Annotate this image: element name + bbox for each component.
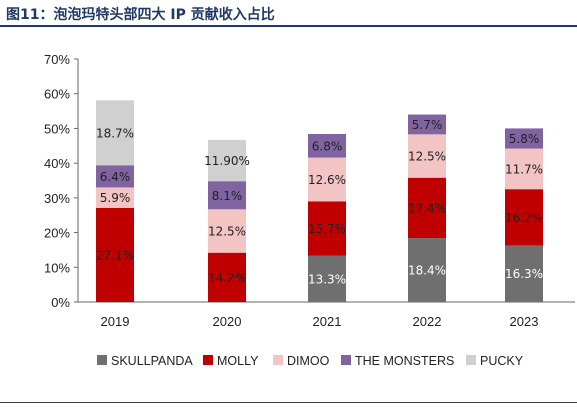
bottom-divider: [0, 402, 577, 403]
legend-label: MOLLY: [217, 354, 259, 368]
bar-segment: [505, 128, 543, 149]
y-tick-label: 50%: [44, 121, 70, 136]
data-label: 11.7%: [505, 162, 543, 176]
y-tick-label: 20%: [44, 226, 70, 241]
data-label: 12.5%: [208, 225, 246, 239]
bar-segment: [308, 133, 346, 158]
bar-segment: [308, 255, 346, 302]
x-tick-label: 2019: [101, 314, 130, 329]
legend-swatch: [273, 355, 283, 365]
data-label: 14.2%: [208, 271, 246, 285]
x-tick-label: 2022: [413, 314, 442, 329]
data-label: 5.9%: [100, 191, 131, 205]
bar-segment: [208, 181, 246, 210]
data-label: 5.8%: [509, 132, 540, 146]
bar-segment: [408, 114, 446, 135]
data-label: 18.4%: [408, 264, 446, 278]
data-label: 18.7%: [96, 126, 134, 140]
data-label: 11.90%: [204, 154, 250, 168]
legend-swatch: [97, 355, 107, 365]
title-underline: [0, 25, 577, 27]
data-label: 12.5%: [408, 150, 446, 164]
bar-segment: [505, 245, 543, 302]
data-label: 13.3%: [308, 272, 346, 286]
bar-segment: [505, 148, 543, 190]
bar-segment: [96, 165, 134, 188]
bar-segment: [408, 134, 446, 178]
legend-swatch: [341, 355, 351, 365]
data-label: 8.1%: [212, 189, 243, 203]
data-label: 16.3%: [505, 267, 543, 281]
data-label: 12.6%: [308, 173, 346, 187]
x-tick-label: 2021: [313, 314, 342, 329]
bar-segment: [208, 252, 246, 302]
x-tick-label: 2020: [213, 314, 242, 329]
data-label: 15.7%: [308, 222, 346, 236]
bar-segment: [96, 100, 134, 166]
bar-segment: [408, 238, 446, 302]
bar-segment: [308, 157, 346, 202]
legend-label: SKULLPANDA: [111, 354, 193, 368]
data-label: 16.2%: [505, 211, 543, 225]
y-tick-label: 30%: [44, 191, 70, 206]
bar-segment: [96, 207, 134, 302]
stacked-bar-chart: 0% 10% 20% 30% 40% 50% 60% 70% 27.1% 5.9% 6.4% 18.7…: [44, 52, 575, 368]
figure-title-bar: 图11：泡泡玛特头部四大 IP 贡献收入占比: [0, 0, 577, 27]
bar-segment: [96, 187, 134, 208]
legend-swatch: [466, 355, 476, 365]
x-tick-label: 2023: [510, 314, 539, 329]
y-tick-label: 70%: [44, 52, 70, 67]
legend-label: DIMOO: [287, 354, 330, 368]
legend-label: PUCKY: [480, 354, 524, 368]
y-tick-label: 10%: [44, 260, 70, 275]
figure-title: 图11：泡泡玛特头部四大 IP 贡献收入占比: [6, 7, 275, 23]
data-label: 27.1%: [96, 248, 134, 262]
y-tick-label: 0%: [51, 295, 70, 310]
data-label: 17.4%: [408, 201, 446, 215]
legend-label: THE MONSTERS: [355, 354, 454, 368]
bar-segment: [505, 189, 543, 246]
bar-segment: [208, 209, 246, 253]
y-tick-label: 60%: [44, 87, 70, 102]
data-label: 6.8%: [312, 139, 343, 153]
data-label: 6.4%: [100, 170, 131, 184]
bar-segment: [408, 177, 446, 239]
legend-swatch: [203, 355, 213, 365]
bar-segment: [208, 139, 246, 182]
data-label: 5.7%: [412, 118, 443, 132]
bar-segment: [308, 201, 346, 256]
y-tick-label: 40%: [44, 156, 70, 171]
